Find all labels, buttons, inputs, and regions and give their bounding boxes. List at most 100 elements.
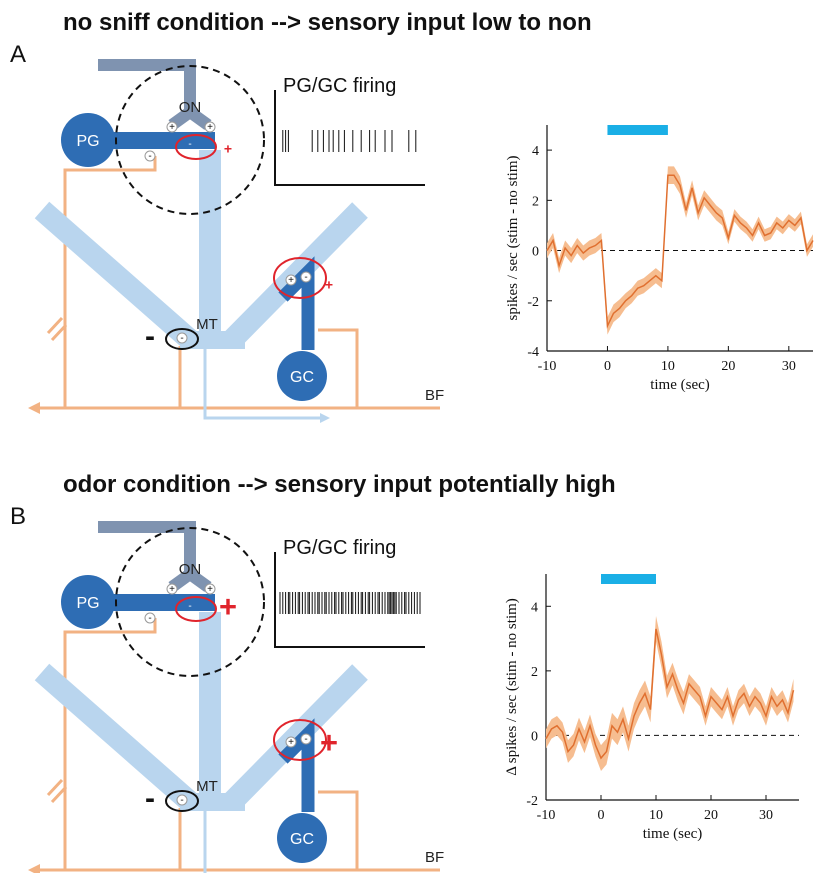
synapse-dot [204,121,216,133]
on-label: ON [179,99,202,116]
synapse-sign: + [207,122,213,133]
y-tick-label: 2 [531,665,538,680]
on-axon [98,59,212,130]
red-ring-gc [273,719,327,761]
synapse-sign: - [145,320,155,353]
synapse-dot [166,121,178,133]
synapse-sign: + [224,140,232,156]
bf-label: BF [425,849,444,866]
pg-soma [61,575,115,629]
synapse-dot [204,583,216,595]
x-tick-label: 10 [649,808,663,823]
bf-arrowhead [28,864,40,873]
mean-line [546,174,814,329]
synapse-sign: + [288,275,294,286]
synapse-sign: + [169,122,175,133]
panel-heading: no sniff condition --> sensory input low… [63,9,592,36]
gc-soma [277,351,327,401]
mt-dendrite-left [34,663,198,811]
x-tick-label: 0 [604,359,611,374]
fiber-pg [63,156,157,408]
on-axon [98,521,212,592]
pg-label: PG [76,133,99,150]
fiber-break [46,316,68,342]
synapse-sign: + [288,737,294,748]
stimulus-bar [601,574,656,584]
dashed-glomerulus [115,65,265,215]
gc-soma [277,813,327,863]
synapse-dot [144,150,156,162]
synapse-sign: - [304,734,307,745]
synapse-sign: - [188,601,191,612]
gc-label: GC [290,369,314,386]
synapse-dot [176,332,188,344]
fiber-pg [63,618,157,870]
y-tick-label: 0 [532,245,539,260]
raster-axes [274,90,425,186]
y-axis-label: spikes / sec (stim - no stim) [505,156,521,321]
mt-axon [203,348,322,420]
synapse-dot [300,733,312,745]
red-ring-top [175,596,217,622]
synapse-sign: + [219,589,237,624]
bf-arrowhead [28,402,40,414]
mean-line [545,628,795,760]
dashed-glomerulus [115,527,265,677]
x-tick-label: -10 [538,359,557,374]
stimulus-bar [607,125,668,135]
chart: -2 0 2 4 -10 0 10 20 30 time (sec) Δ spikes / sec … [504,574,799,842]
x-tick-label: 20 [704,808,718,823]
x-axis-label: time (sec) [643,826,703,842]
synapse-sign: - [148,613,151,624]
black-ring-mt [165,790,199,812]
synapse-sign: - [188,139,191,150]
mt-label: MT [196,316,218,333]
synapse-dot [300,271,312,283]
panel-heading: odor condition --> sensory input potenti… [63,471,616,498]
synapse-dot [144,612,156,624]
synapse-sign: - [148,151,151,162]
y-tick-label: 4 [532,144,539,159]
raster-label: PG/GC firing [283,75,396,97]
synapse-sign: - [180,333,183,344]
synapse-sign: + [325,276,333,292]
y-tick-label: -4 [527,345,539,360]
synapse-dot [166,583,178,595]
x-tick-label: -10 [537,808,556,823]
synapse-sign: - [180,795,183,806]
y-axis-label: Δ spikes / sec (stim - no stim) [504,598,520,776]
diagram: no sniff condition --> sensory input low… [10,9,592,423]
y-tick-label: 2 [532,194,539,209]
synapse-dot [176,794,188,806]
synapse-sign: - [145,782,155,815]
mt-dendrite-left [34,201,198,349]
synapse-sign: + [207,584,213,595]
fiber-gc [318,328,359,408]
panel-letter: B [10,503,26,530]
mt-axon-arrow [320,413,330,423]
fiber-break [46,778,68,804]
x-tick-label: 20 [721,359,735,374]
y-tick-label: 0 [531,729,538,744]
gc-label: GC [290,831,314,848]
on-label: ON [179,561,202,578]
y-tick-label: -2 [526,794,538,809]
red-ring-gc [273,257,327,299]
chart: -4 -2 0 2 4 -10 0 10 20 30 time (sec) spikes / sec … [505,125,814,393]
synapse-dot [285,274,297,286]
synapse-sign: + [320,725,338,760]
x-tick-label: 0 [598,808,605,823]
panel-letter: A [10,41,26,68]
x-tick-label: 30 [782,359,796,374]
mt-axon [203,810,207,873]
pg-label: PG [76,595,99,612]
synapse-dot [285,736,297,748]
bf-label: BF [425,387,444,404]
raster-axes [274,552,425,648]
error-band [546,615,794,771]
y-tick-label: 4 [531,600,538,615]
synapse-sign: - [304,272,307,283]
x-tick-label: 10 [661,359,675,374]
mt-label: MT [196,778,218,795]
